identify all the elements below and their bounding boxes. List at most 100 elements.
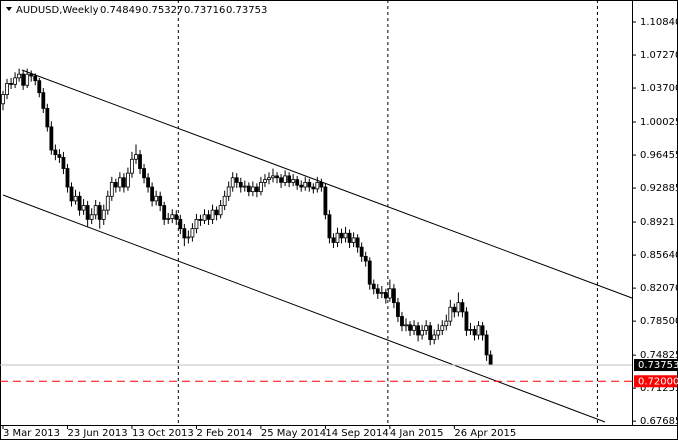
candle-body xyxy=(198,218,203,221)
candle-body xyxy=(45,108,50,128)
candle-body xyxy=(105,195,110,211)
candle-body xyxy=(218,205,223,216)
y-tick-label: 1.07270 xyxy=(640,50,678,61)
candle-body xyxy=(351,237,356,243)
candle-body xyxy=(49,126,54,151)
candle-body xyxy=(271,175,275,179)
candle-body xyxy=(113,181,118,188)
candle-body xyxy=(142,168,146,179)
high-value: 0.75327 xyxy=(142,5,183,16)
candle-body xyxy=(85,205,90,220)
candle-body xyxy=(424,325,429,331)
channel-upper xyxy=(21,69,633,299)
candle-body xyxy=(77,195,82,211)
candle-body xyxy=(311,186,316,190)
candle-body xyxy=(214,209,219,216)
candle-body xyxy=(295,179,300,186)
x-tick-label: 13 Oct 2013 xyxy=(132,428,194,439)
candle-body xyxy=(138,154,142,169)
candle-body xyxy=(464,311,469,331)
candle-body xyxy=(383,292,388,299)
candle-body xyxy=(1,94,5,105)
candle-body xyxy=(279,177,283,183)
candle-body xyxy=(303,181,308,188)
channel-lower xyxy=(2,194,606,423)
candle-body xyxy=(182,228,187,239)
candle-body xyxy=(57,154,62,158)
candle-body xyxy=(126,172,130,188)
candle-body xyxy=(359,246,364,257)
price-label-box xyxy=(634,359,677,372)
candle-body xyxy=(339,232,344,239)
candle-body xyxy=(408,324,412,331)
candle-body xyxy=(194,218,199,230)
y-tick-label: 0.78500 xyxy=(640,316,678,327)
candle-body xyxy=(226,186,231,197)
level-label-box xyxy=(634,375,677,388)
candle-body xyxy=(202,214,207,221)
candle-body xyxy=(363,255,368,262)
candle-body xyxy=(238,181,243,188)
candle-body xyxy=(428,325,433,341)
candle-body xyxy=(420,329,425,336)
candle-body xyxy=(307,181,312,188)
candle-body xyxy=(5,83,9,95)
candle-body xyxy=(230,177,235,188)
candle-body xyxy=(222,195,227,206)
candle-body xyxy=(146,177,150,188)
y-tick-label: 0.8921 xyxy=(640,217,675,228)
candle-body xyxy=(13,77,17,85)
x-tick-label: 2 Feb 2014 xyxy=(196,428,252,439)
candle-body xyxy=(315,181,320,190)
candle-body xyxy=(472,329,477,336)
candle-body xyxy=(456,302,461,313)
y-tick-label: 1.00025 xyxy=(640,117,678,128)
candle-body xyxy=(109,181,114,197)
candle-body xyxy=(319,181,324,188)
candle-body xyxy=(130,158,134,174)
candle-body xyxy=(452,306,457,313)
menu-triangle xyxy=(6,7,12,11)
candle-body xyxy=(186,236,191,239)
candle-body xyxy=(134,154,138,160)
candle-body xyxy=(416,325,420,336)
candle-body xyxy=(299,184,304,188)
candle-body xyxy=(267,177,271,181)
x-tick-label: 26 Apr 2015 xyxy=(454,428,516,439)
candle-body xyxy=(190,228,195,238)
candle-body xyxy=(367,260,372,285)
candle-body xyxy=(355,237,360,248)
candle-body xyxy=(400,316,404,327)
candle-body xyxy=(178,218,183,230)
candle-body xyxy=(174,214,179,220)
candle-body xyxy=(250,186,255,193)
candle-body xyxy=(117,177,122,188)
candle-body xyxy=(347,232,352,243)
candle-body xyxy=(93,205,98,216)
candle-body xyxy=(412,325,416,331)
candle-body xyxy=(488,354,493,366)
open-value: 0.74849 xyxy=(100,5,141,16)
candle-body xyxy=(448,306,453,322)
candle-body xyxy=(476,325,481,336)
candle-body xyxy=(21,73,26,86)
candle-body xyxy=(254,186,259,193)
x-tick-label: 4 Jan 2015 xyxy=(390,428,444,439)
candle-body xyxy=(150,186,155,202)
y-tick-label: 1.03700 xyxy=(640,83,678,94)
candle-body xyxy=(291,179,296,183)
candle-body xyxy=(65,168,70,188)
candle-body xyxy=(327,214,332,239)
candle-body xyxy=(61,157,66,169)
candle-body xyxy=(246,185,251,193)
candle-body xyxy=(158,195,163,206)
y-tick-label: 0.82070 xyxy=(640,283,678,294)
candle-body xyxy=(275,175,279,179)
y-tick-label: 0.67685 xyxy=(640,416,678,427)
candle-body xyxy=(331,237,336,243)
candle-body xyxy=(69,186,74,202)
symbol: AUDUSD,Weekly xyxy=(16,5,99,16)
candle-body xyxy=(81,205,86,211)
